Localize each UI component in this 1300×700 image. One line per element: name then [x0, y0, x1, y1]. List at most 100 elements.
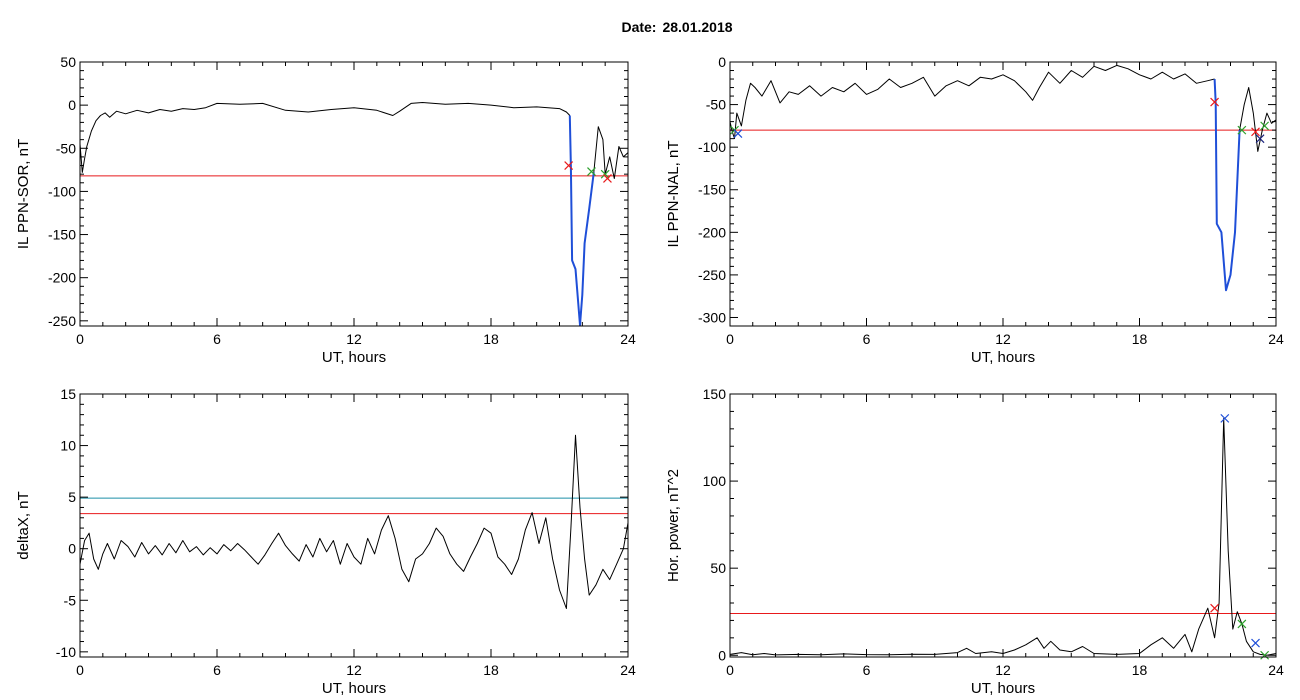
date-label: Date: [621, 19, 657, 35]
series-line-1 [729, 64, 1215, 140]
y-tick-label: 50 [710, 560, 726, 576]
x-tick-label: 18 [1132, 662, 1148, 678]
plot-frame [79, 393, 629, 658]
y-tick-label: -200 [698, 224, 726, 240]
cross-marker-2 [733, 129, 743, 138]
x-tick-label: 0 [76, 662, 84, 678]
marker-stroke-b [600, 169, 610, 179]
series-line-3 [593, 126, 629, 179]
x-tick-label: 24 [1268, 331, 1284, 347]
y-axis-label: IL PPN-NAL, nT [665, 141, 682, 248]
y-tick-label: -5 [64, 592, 77, 608]
x-tick-label: 6 [213, 662, 221, 678]
x-tick-label: 18 [483, 331, 499, 347]
chart-panel-3: 0 6 12 18 24 15 10 5 0 -5 -10 UT, hours deltaX, nT [15, 386, 636, 697]
marker-stroke-b [587, 167, 596, 176]
cross-marker-3 [1237, 619, 1247, 629]
cross-marker-4 [1251, 638, 1260, 648]
y-tick-label: 0 [718, 647, 726, 663]
page-title: Date: 28.01.2018 [0, 19, 1300, 35]
y-tick-label: 10 [60, 438, 76, 454]
x-tick-label: 18 [1132, 331, 1148, 347]
cross-marker-7 [1260, 121, 1270, 131]
series-line-2 [568, 115, 595, 327]
x-tick-label: 6 [213, 331, 221, 347]
cross-marker-3 [1210, 97, 1219, 107]
plot-frame [729, 393, 1277, 658]
y-tick-label: -150 [48, 227, 76, 243]
cross-marker-2 [1220, 413, 1230, 423]
x-tick-label: 0 [726, 662, 734, 678]
x-axis-label: UT, hours [971, 349, 1035, 366]
x-tick-label: 12 [995, 662, 1011, 678]
cross-marker-4 [603, 174, 612, 183]
chart-panel-2: 0 6 12 18 24 0 -50 -100 -150 -200 -250 -300 UT, hour… [665, 54, 1284, 366]
series-line-1 [79, 434, 629, 609]
y-tick-label: 0 [718, 54, 726, 70]
y-tick-label: 5 [68, 489, 76, 505]
marker-stroke-b [1210, 603, 1219, 613]
y-tick-label: 15 [60, 386, 76, 402]
y-tick-label: -250 [48, 313, 76, 329]
cross-marker-6 [1255, 134, 1265, 144]
y-axis-label: deltaX, nT [15, 491, 32, 559]
chart-panel-4: 0 6 12 18 24 150 100 50 0 UT, hours Hor. power, nT… [665, 386, 1284, 697]
y-tick-label: 150 [703, 386, 727, 402]
cross-marker-1 [1210, 603, 1219, 613]
x-tick-label: 24 [620, 331, 636, 347]
marker-stroke-b [1220, 413, 1230, 423]
x-tick-label: 6 [863, 662, 871, 678]
y-tick-label: -10 [56, 644, 76, 660]
series-line-1 [729, 417, 1277, 656]
series-line-3 [1239, 87, 1277, 152]
marker-stroke-b [1237, 125, 1247, 135]
x-tick-label: 24 [620, 662, 636, 678]
y-tick-label: -200 [48, 270, 76, 286]
cross-marker-4 [1237, 125, 1247, 135]
date-value: 28.01.2018 [662, 19, 733, 35]
y-tick-label: 0 [68, 541, 76, 557]
marker-stroke-b [1251, 638, 1260, 648]
marker-stroke-b [1237, 619, 1247, 629]
marker-stroke-b [1260, 121, 1270, 131]
plot-frame [729, 61, 1277, 327]
x-tick-label: 12 [346, 662, 362, 678]
x-tick-label: 0 [726, 331, 734, 347]
y-tick-label: -50 [706, 97, 726, 113]
x-axis-label: UT, hours [322, 349, 386, 366]
series-line-1 [79, 102, 571, 173]
y-tick-label: 50 [60, 54, 76, 70]
y-tick-label: -100 [48, 183, 76, 199]
marker-stroke-b [1210, 97, 1219, 107]
cross-marker-1 [564, 161, 574, 170]
y-axis-label: Hor. power, nT^2 [665, 469, 682, 582]
x-tick-label: 12 [346, 331, 362, 347]
y-axis-label: IL PPN-SOR, nT [15, 139, 32, 249]
plot-frame [79, 61, 629, 327]
cross-marker-2 [587, 167, 596, 176]
chart-panel-1: 0 6 12 18 24 50 0 -50 -100 -150 -200 -250 UT, hours I… [15, 54, 636, 366]
cross-marker-5 [1260, 650, 1270, 660]
y-tick-label: 0 [68, 97, 76, 113]
cross-marker-3 [600, 169, 610, 179]
cross-marker-5 [1251, 127, 1260, 137]
y-tick-label: -150 [698, 182, 726, 198]
marker-stroke-b [1251, 127, 1260, 137]
y-tick-label: -300 [698, 309, 726, 325]
x-tick-label: 6 [863, 331, 871, 347]
marker-stroke-b [733, 129, 743, 138]
y-tick-label: -250 [698, 267, 726, 283]
y-tick-label: -50 [56, 140, 76, 156]
y-tick-label: -100 [698, 139, 726, 155]
marker-stroke-b [564, 161, 574, 170]
marker-stroke-b [1255, 134, 1265, 144]
x-axis-label: UT, hours [971, 680, 1035, 697]
marker-stroke-b [603, 174, 612, 183]
x-tick-label: 0 [76, 331, 84, 347]
x-tick-label: 12 [995, 331, 1011, 347]
x-tick-label: 24 [1268, 662, 1284, 678]
series-line-2 [1213, 78, 1241, 292]
x-axis-label: UT, hours [322, 680, 386, 697]
marker-stroke-b [1260, 650, 1270, 660]
